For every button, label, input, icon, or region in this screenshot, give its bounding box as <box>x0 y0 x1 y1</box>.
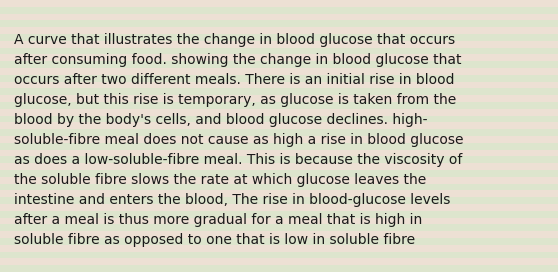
Bar <box>0 27 558 34</box>
Bar <box>0 41 558 48</box>
Bar <box>0 252 558 258</box>
Bar <box>0 95 558 102</box>
Bar <box>0 136 558 143</box>
Bar <box>0 204 558 211</box>
Bar <box>0 48 558 54</box>
Bar <box>0 88 558 95</box>
Bar <box>0 190 558 197</box>
Bar <box>0 61 558 68</box>
Bar <box>0 0 558 7</box>
Bar <box>0 82 558 88</box>
Bar <box>0 129 558 136</box>
Bar <box>0 122 558 129</box>
Bar <box>0 258 558 265</box>
Bar <box>0 184 558 190</box>
Bar <box>0 14 558 20</box>
Bar <box>0 116 558 122</box>
Bar <box>0 150 558 156</box>
Bar <box>0 211 558 218</box>
Bar <box>0 224 558 231</box>
Bar <box>0 156 558 163</box>
Bar <box>0 231 558 238</box>
Bar <box>0 109 558 116</box>
Text: A curve that illustrates the change in blood glucose that occurs
after consuming: A curve that illustrates the change in b… <box>14 33 464 247</box>
Bar <box>0 170 558 177</box>
Bar <box>0 75 558 82</box>
Bar <box>0 238 558 245</box>
Bar <box>0 34 558 41</box>
Bar <box>0 68 558 75</box>
Bar <box>0 177 558 184</box>
Bar <box>0 7 558 14</box>
Bar <box>0 102 558 109</box>
Bar <box>0 163 558 170</box>
Bar <box>0 245 558 252</box>
Bar <box>0 265 558 272</box>
Bar <box>0 197 558 204</box>
Bar <box>0 143 558 150</box>
Bar <box>0 218 558 224</box>
Bar <box>0 54 558 61</box>
Bar <box>0 20 558 27</box>
